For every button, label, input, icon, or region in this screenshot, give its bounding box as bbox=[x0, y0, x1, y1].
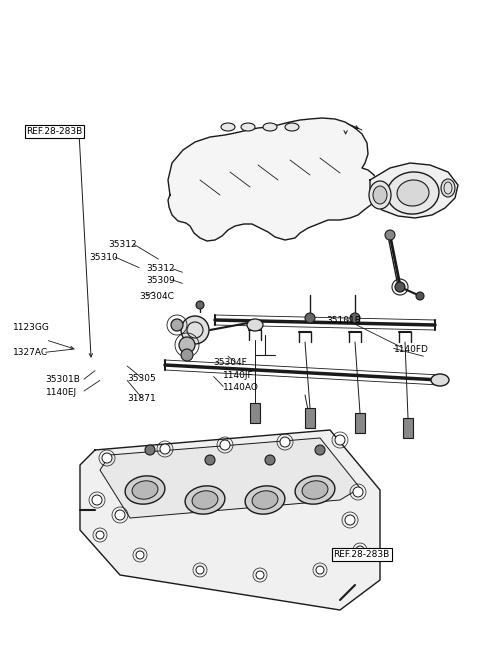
Circle shape bbox=[265, 455, 275, 465]
Bar bbox=[355, 413, 365, 433]
Text: 35101B: 35101B bbox=[326, 316, 361, 325]
Circle shape bbox=[345, 515, 355, 525]
Ellipse shape bbox=[241, 123, 255, 131]
Circle shape bbox=[256, 571, 264, 579]
Circle shape bbox=[196, 566, 204, 574]
Circle shape bbox=[416, 292, 424, 300]
Circle shape bbox=[220, 440, 230, 450]
Circle shape bbox=[353, 487, 363, 497]
Ellipse shape bbox=[263, 123, 277, 131]
Text: 1140EJ: 1140EJ bbox=[46, 388, 77, 397]
Polygon shape bbox=[370, 163, 458, 218]
Circle shape bbox=[196, 301, 204, 309]
Circle shape bbox=[136, 551, 144, 559]
Circle shape bbox=[92, 495, 102, 505]
Text: 1327AC: 1327AC bbox=[13, 348, 48, 358]
Ellipse shape bbox=[431, 374, 449, 386]
Circle shape bbox=[350, 313, 360, 323]
Text: 35312: 35312 bbox=[108, 239, 137, 249]
Ellipse shape bbox=[247, 319, 263, 331]
Ellipse shape bbox=[252, 491, 278, 509]
Circle shape bbox=[171, 319, 183, 331]
Bar bbox=[305, 408, 315, 428]
Circle shape bbox=[305, 313, 315, 323]
Ellipse shape bbox=[132, 481, 158, 499]
Text: 31871: 31871 bbox=[127, 394, 156, 403]
Polygon shape bbox=[168, 118, 378, 241]
Ellipse shape bbox=[245, 486, 285, 514]
Bar bbox=[403, 418, 413, 438]
Ellipse shape bbox=[185, 486, 225, 514]
Text: 35305: 35305 bbox=[127, 374, 156, 383]
Circle shape bbox=[385, 230, 395, 240]
Circle shape bbox=[335, 435, 345, 445]
Text: 1140JF: 1140JF bbox=[223, 371, 254, 380]
Ellipse shape bbox=[125, 476, 165, 504]
Ellipse shape bbox=[295, 476, 335, 504]
Text: 35312: 35312 bbox=[146, 264, 175, 274]
Polygon shape bbox=[100, 438, 360, 518]
Circle shape bbox=[145, 445, 155, 455]
Circle shape bbox=[179, 337, 195, 353]
Text: 35309: 35309 bbox=[146, 276, 175, 285]
Ellipse shape bbox=[373, 186, 387, 204]
Circle shape bbox=[160, 444, 170, 454]
Text: 1140FD: 1140FD bbox=[394, 345, 429, 354]
Text: REF.28-283B: REF.28-283B bbox=[26, 127, 83, 136]
Text: 1140AO: 1140AO bbox=[223, 382, 259, 392]
Circle shape bbox=[96, 531, 104, 539]
Circle shape bbox=[280, 437, 290, 447]
Ellipse shape bbox=[192, 491, 218, 509]
Ellipse shape bbox=[221, 123, 235, 131]
Circle shape bbox=[205, 455, 215, 465]
Circle shape bbox=[181, 349, 193, 361]
Text: 35310: 35310 bbox=[89, 253, 118, 262]
Bar bbox=[250, 403, 260, 423]
Ellipse shape bbox=[441, 179, 455, 197]
Circle shape bbox=[395, 282, 405, 292]
Text: 35301B: 35301B bbox=[46, 375, 81, 384]
Circle shape bbox=[102, 453, 112, 463]
Text: 35304C: 35304C bbox=[139, 292, 174, 301]
Circle shape bbox=[356, 546, 364, 554]
Text: 35304F: 35304F bbox=[214, 358, 247, 367]
Ellipse shape bbox=[302, 481, 328, 499]
Ellipse shape bbox=[285, 123, 299, 131]
Text: 1123GG: 1123GG bbox=[13, 323, 50, 333]
Ellipse shape bbox=[397, 180, 429, 206]
Text: REF.28-283B: REF.28-283B bbox=[334, 550, 390, 559]
Circle shape bbox=[316, 566, 324, 574]
Ellipse shape bbox=[387, 172, 439, 214]
Circle shape bbox=[115, 510, 125, 520]
Ellipse shape bbox=[369, 181, 391, 209]
Circle shape bbox=[181, 316, 209, 344]
Circle shape bbox=[315, 445, 325, 455]
Polygon shape bbox=[80, 430, 380, 610]
